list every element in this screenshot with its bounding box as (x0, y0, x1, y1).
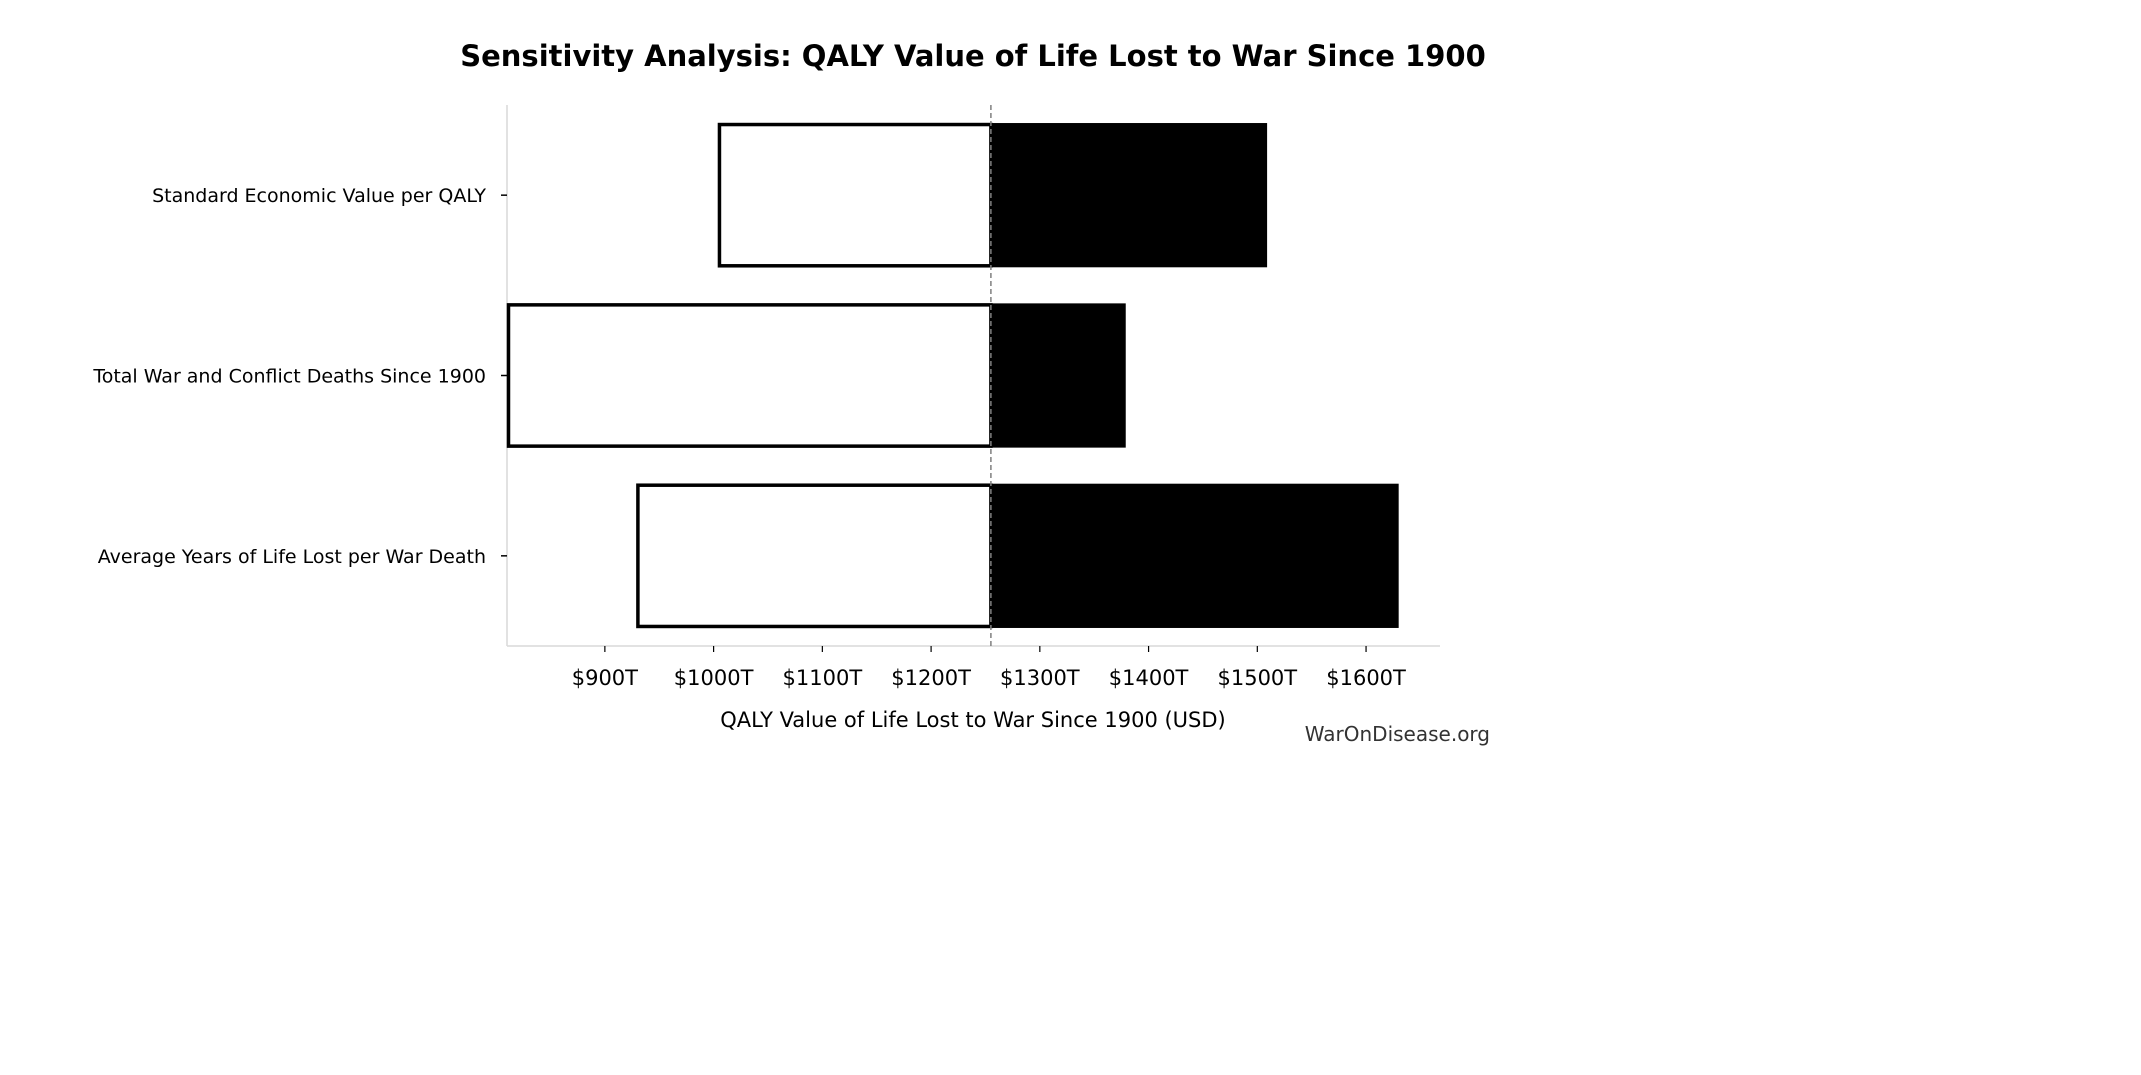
bar-high (990, 303, 1126, 448)
x-tick-label: $1300T (1000, 666, 1080, 690)
plot-area: Standard Economic Value per QALY Total Wa… (92, 105, 1440, 690)
x-tick-label: $1000T (674, 666, 754, 690)
tornado-chart: Sensitivity Analysis: QALY Value of Life… (92, 39, 1490, 746)
bar-low (506, 303, 993, 448)
x-ticks-group: $900T $1000T $1100T $1200T $1300T $1400T $1500… (572, 646, 1406, 690)
x-tick-label: $1100T (783, 666, 863, 690)
y-ticks-group: Standard Economic Value per QALY Total Wa… (92, 185, 507, 568)
bar-low (717, 122, 993, 268)
x-tick-label: $1400T (1109, 666, 1189, 690)
chart-title: Sensitivity Analysis: QALY Value of Life… (460, 39, 1486, 73)
y-tick-label: Average Years of Life Lost per War Death (98, 546, 486, 568)
y-tick-label: Standard Economic Value per QALY (152, 185, 486, 207)
bar-low (636, 483, 993, 629)
bar-high (990, 483, 1399, 628)
x-tick-label: $900T (572, 666, 638, 690)
bar-high (990, 123, 1268, 268)
x-tick-label: $1600T (1326, 666, 1406, 690)
x-axis-label: QALY Value of Life Lost to War Since 190… (720, 708, 1225, 732)
bars-group (506, 122, 1399, 629)
x-tick-label: $1200T (891, 666, 971, 690)
y-tick-label: Total War and Conflict Deaths Since 1900 (92, 366, 486, 388)
x-tick-label: $1500T (1217, 666, 1297, 690)
watermark: WarOnDisease.org (1305, 722, 1490, 746)
